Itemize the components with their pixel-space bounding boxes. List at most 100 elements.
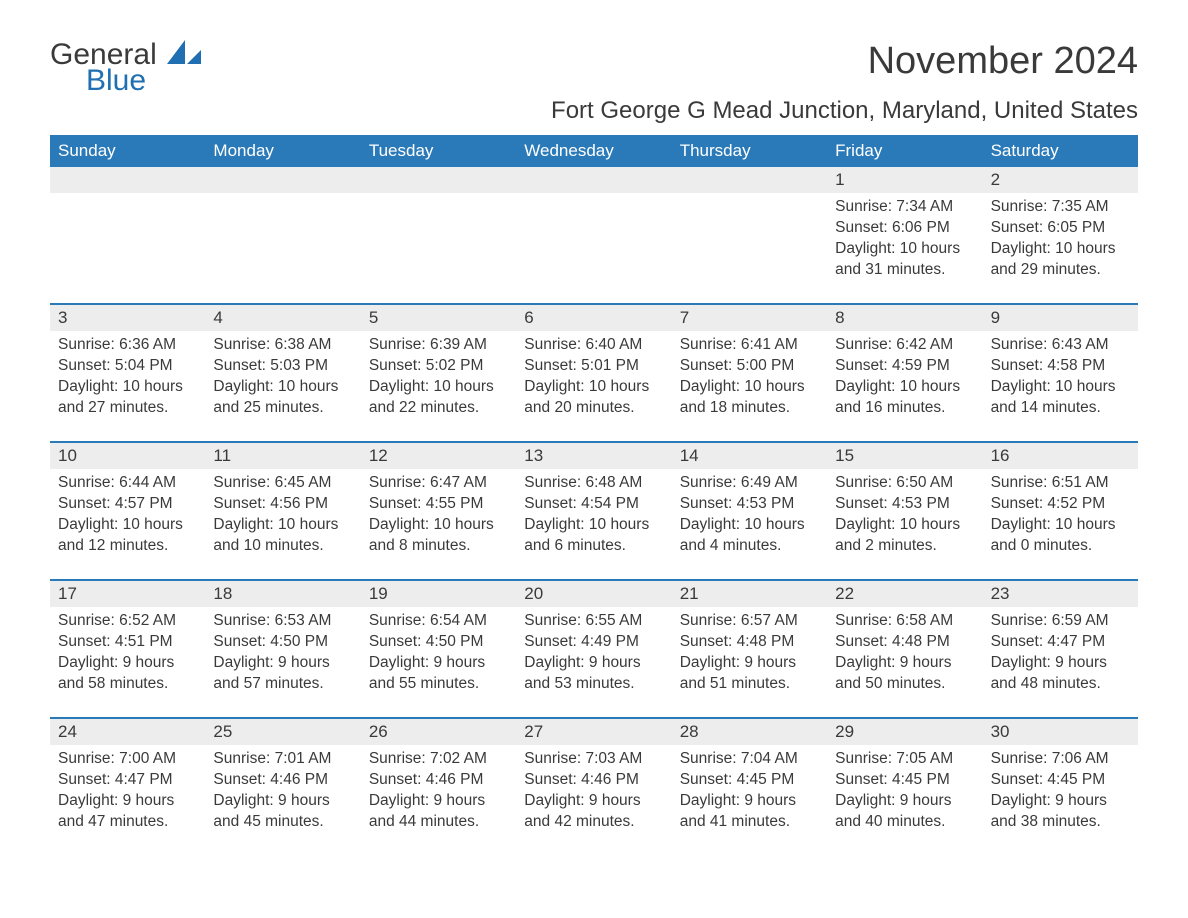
week-row: 17181920212223Sunrise: 6:52 AMSunset: 4:…	[50, 579, 1138, 703]
daylight-text: Daylight: 10 hours and 10 minutes.	[213, 515, 352, 557]
day-number: 23	[983, 581, 1138, 607]
day-number	[361, 167, 516, 193]
sunset-text: Sunset: 5:01 PM	[524, 356, 663, 377]
week-row: 24252627282930Sunrise: 7:00 AMSunset: 4:…	[50, 717, 1138, 841]
sunrise-text: Sunrise: 7:01 AM	[213, 749, 352, 770]
day-cell: Sunrise: 6:53 AMSunset: 4:50 PMDaylight:…	[205, 607, 360, 703]
day-cell: Sunrise: 7:35 AMSunset: 6:05 PMDaylight:…	[983, 193, 1138, 289]
daylight-text: Daylight: 10 hours and 0 minutes.	[991, 515, 1130, 557]
sunset-text: Sunset: 5:00 PM	[680, 356, 819, 377]
header: General Blue November 2024 Fort George G…	[50, 40, 1138, 125]
weekday-header: Thursday	[672, 135, 827, 167]
day-cell: Sunrise: 6:48 AMSunset: 4:54 PMDaylight:…	[516, 469, 671, 565]
day-cell: Sunrise: 7:02 AMSunset: 4:46 PMDaylight:…	[361, 745, 516, 841]
sunset-text: Sunset: 4:45 PM	[680, 770, 819, 791]
daylight-text: Daylight: 9 hours and 51 minutes.	[680, 653, 819, 695]
calendar: SundayMondayTuesdayWednesdayThursdayFrid…	[50, 135, 1138, 841]
daylight-text: Daylight: 10 hours and 29 minutes.	[991, 239, 1130, 281]
daylight-text: Daylight: 10 hours and 31 minutes.	[835, 239, 974, 281]
day-number-strip: 24252627282930	[50, 719, 1138, 745]
day-number: 1	[827, 167, 982, 193]
day-cell	[672, 193, 827, 289]
daylight-text: Daylight: 10 hours and 12 minutes.	[58, 515, 197, 557]
day-number: 16	[983, 443, 1138, 469]
sunrise-text: Sunrise: 7:04 AM	[680, 749, 819, 770]
day-cell	[205, 193, 360, 289]
day-number: 22	[827, 581, 982, 607]
day-number-strip: 12	[50, 167, 1138, 193]
sunrise-text: Sunrise: 6:53 AM	[213, 611, 352, 632]
daylight-text: Daylight: 10 hours and 6 minutes.	[524, 515, 663, 557]
sunrise-text: Sunrise: 6:41 AM	[680, 335, 819, 356]
sunset-text: Sunset: 4:47 PM	[991, 632, 1130, 653]
sunset-text: Sunset: 4:46 PM	[213, 770, 352, 791]
sunrise-text: Sunrise: 6:50 AM	[835, 473, 974, 494]
day-cell: Sunrise: 6:44 AMSunset: 4:57 PMDaylight:…	[50, 469, 205, 565]
sunset-text: Sunset: 4:53 PM	[835, 494, 974, 515]
day-cell: Sunrise: 6:54 AMSunset: 4:50 PMDaylight:…	[361, 607, 516, 703]
sunset-text: Sunset: 4:45 PM	[835, 770, 974, 791]
daylight-text: Daylight: 9 hours and 42 minutes.	[524, 791, 663, 833]
sunset-text: Sunset: 4:48 PM	[680, 632, 819, 653]
day-number: 29	[827, 719, 982, 745]
day-cell	[361, 193, 516, 289]
daylight-text: Daylight: 9 hours and 47 minutes.	[58, 791, 197, 833]
day-cell	[516, 193, 671, 289]
sunrise-text: Sunrise: 6:38 AM	[213, 335, 352, 356]
daylight-text: Daylight: 9 hours and 45 minutes.	[213, 791, 352, 833]
sunset-text: Sunset: 6:05 PM	[991, 218, 1130, 239]
daylight-text: Daylight: 10 hours and 14 minutes.	[991, 377, 1130, 419]
sunrise-text: Sunrise: 7:05 AM	[835, 749, 974, 770]
day-number: 27	[516, 719, 671, 745]
sunrise-text: Sunrise: 6:55 AM	[524, 611, 663, 632]
sunset-text: Sunset: 6:06 PM	[835, 218, 974, 239]
day-number: 8	[827, 305, 982, 331]
daylight-text: Daylight: 9 hours and 50 minutes.	[835, 653, 974, 695]
sunset-text: Sunset: 4:50 PM	[369, 632, 508, 653]
sunrise-text: Sunrise: 6:57 AM	[680, 611, 819, 632]
weekday-header-row: SundayMondayTuesdayWednesdayThursdayFrid…	[50, 135, 1138, 167]
title-block: November 2024 Fort George G Mead Junctio…	[551, 40, 1138, 125]
week-row: 10111213141516Sunrise: 6:44 AMSunset: 4:…	[50, 441, 1138, 565]
weekday-header: Wednesday	[516, 135, 671, 167]
sunrise-text: Sunrise: 6:59 AM	[991, 611, 1130, 632]
day-cell: Sunrise: 6:40 AMSunset: 5:01 PMDaylight:…	[516, 331, 671, 427]
day-cell: Sunrise: 6:42 AMSunset: 4:59 PMDaylight:…	[827, 331, 982, 427]
day-number: 11	[205, 443, 360, 469]
daylight-text: Daylight: 10 hours and 4 minutes.	[680, 515, 819, 557]
sunset-text: Sunset: 4:50 PM	[213, 632, 352, 653]
sunrise-text: Sunrise: 6:43 AM	[991, 335, 1130, 356]
day-number-strip: 3456789	[50, 305, 1138, 331]
sunset-text: Sunset: 4:55 PM	[369, 494, 508, 515]
sunrise-text: Sunrise: 7:35 AM	[991, 197, 1130, 218]
day-number: 15	[827, 443, 982, 469]
day-number	[205, 167, 360, 193]
sunrise-text: Sunrise: 7:00 AM	[58, 749, 197, 770]
sunset-text: Sunset: 4:53 PM	[680, 494, 819, 515]
daylight-text: Daylight: 10 hours and 20 minutes.	[524, 377, 663, 419]
sunset-text: Sunset: 4:46 PM	[524, 770, 663, 791]
daylight-text: Daylight: 9 hours and 44 minutes.	[369, 791, 508, 833]
day-cell: Sunrise: 6:58 AMSunset: 4:48 PMDaylight:…	[827, 607, 982, 703]
day-number: 12	[361, 443, 516, 469]
daylight-text: Daylight: 10 hours and 25 minutes.	[213, 377, 352, 419]
sunset-text: Sunset: 4:46 PM	[369, 770, 508, 791]
day-number: 3	[50, 305, 205, 331]
sunrise-text: Sunrise: 7:06 AM	[991, 749, 1130, 770]
day-number: 14	[672, 443, 827, 469]
day-cell: Sunrise: 7:00 AMSunset: 4:47 PMDaylight:…	[50, 745, 205, 841]
day-number: 25	[205, 719, 360, 745]
weekday-header: Tuesday	[361, 135, 516, 167]
sunset-text: Sunset: 4:58 PM	[991, 356, 1130, 377]
sunset-text: Sunset: 4:49 PM	[524, 632, 663, 653]
sunrise-text: Sunrise: 7:03 AM	[524, 749, 663, 770]
sunset-text: Sunset: 4:51 PM	[58, 632, 197, 653]
daylight-text: Daylight: 10 hours and 27 minutes.	[58, 377, 197, 419]
daylight-text: Daylight: 10 hours and 18 minutes.	[680, 377, 819, 419]
logo-text-blue: Blue	[86, 66, 201, 96]
day-cell	[50, 193, 205, 289]
weekday-header: Friday	[827, 135, 982, 167]
day-number	[672, 167, 827, 193]
day-cell: Sunrise: 6:38 AMSunset: 5:03 PMDaylight:…	[205, 331, 360, 427]
sunrise-text: Sunrise: 6:40 AM	[524, 335, 663, 356]
